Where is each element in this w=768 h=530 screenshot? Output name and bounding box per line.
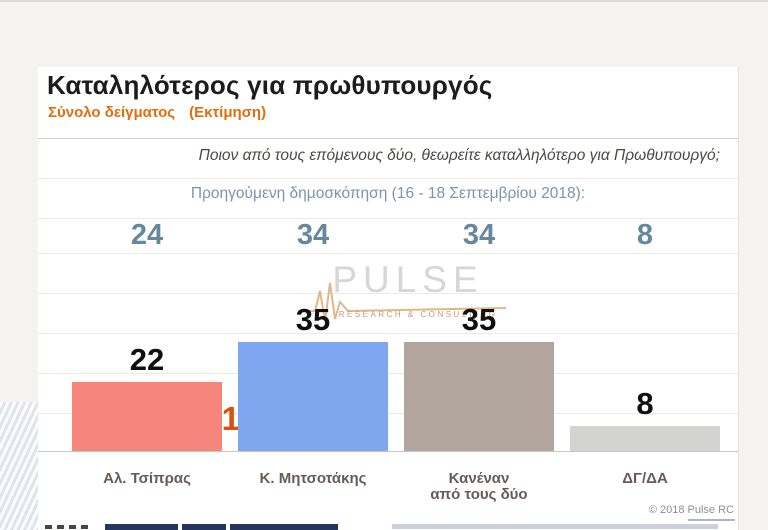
chart-card: Καταληλότερος για πρωθυπουργός Σύνολο δε… (38, 67, 739, 530)
bottom-strip-mark (45, 525, 52, 529)
previous-poll-value: 34 (462, 219, 496, 251)
gridline (38, 373, 738, 374)
gridline (38, 178, 738, 179)
bar-value-label: 8 (636, 386, 654, 421)
page-title: Καταληλότερος για πρωθυπουργός (47, 70, 493, 100)
bar-3 (404, 342, 554, 451)
top-edge-line (0, 0, 768, 2)
previous-poll-value: 8 (636, 219, 654, 251)
bar-value-label: 35 (461, 302, 497, 337)
previous-poll-value: 34 (296, 219, 330, 251)
survey-question: Ποιον από τους επόμενους δύο, θεωρείτε κ… (198, 147, 720, 164)
category-label: Κανέναν από τους δύο (430, 470, 528, 503)
bottom-navy-bar (182, 524, 226, 530)
pulse-ekg-icon (305, 282, 507, 322)
category-label: ΔΓ/ΔΑ (622, 470, 668, 487)
bottom-strip-mark (81, 525, 88, 529)
bar-value-label: 35 (295, 302, 331, 337)
pulse-watermark-logo: PULSE (332, 259, 484, 300)
gridline (38, 333, 738, 334)
x-axis-baseline (38, 451, 738, 452)
gridline (38, 138, 738, 139)
bottom-navy-bar (230, 524, 338, 530)
copyright-text: © 2018 Pulse RC (648, 504, 734, 516)
bottom-tiny-marks (688, 519, 735, 521)
bar-4 (570, 426, 720, 451)
gridline (38, 293, 738, 294)
gridline (38, 218, 738, 219)
gridline (38, 413, 738, 414)
subtitle-estimate: (Εκτίμηση) (189, 104, 267, 121)
chart-subtitle: Σύνολο δείγματος (Εκτίμηση) (48, 104, 266, 121)
striped-photo-background (0, 402, 38, 530)
bar-2 (238, 342, 388, 451)
bar-value-label: 22 (129, 342, 165, 377)
previous-poll-label: Προηγούμενη δημοσκόπηση (16 - 18 Σεπτεμβ… (190, 185, 586, 202)
bottom-strip-mark (57, 525, 64, 529)
pulse-watermark-tagline: RESEARCH & CONSULTING (338, 310, 498, 319)
category-label: Κ. Μητσοτάκης (259, 470, 367, 487)
previous-poll-value: 24 (130, 219, 164, 251)
gridline (38, 253, 738, 254)
subtitle-sample: Σύνολο δείγματος (48, 104, 176, 121)
bottom-light-bar (392, 524, 718, 529)
bottom-strip-mark (69, 525, 76, 529)
bottom-navy-bar (105, 524, 178, 530)
category-label: Αλ. Τσίπρας (103, 470, 191, 487)
bar-1 (72, 382, 222, 451)
